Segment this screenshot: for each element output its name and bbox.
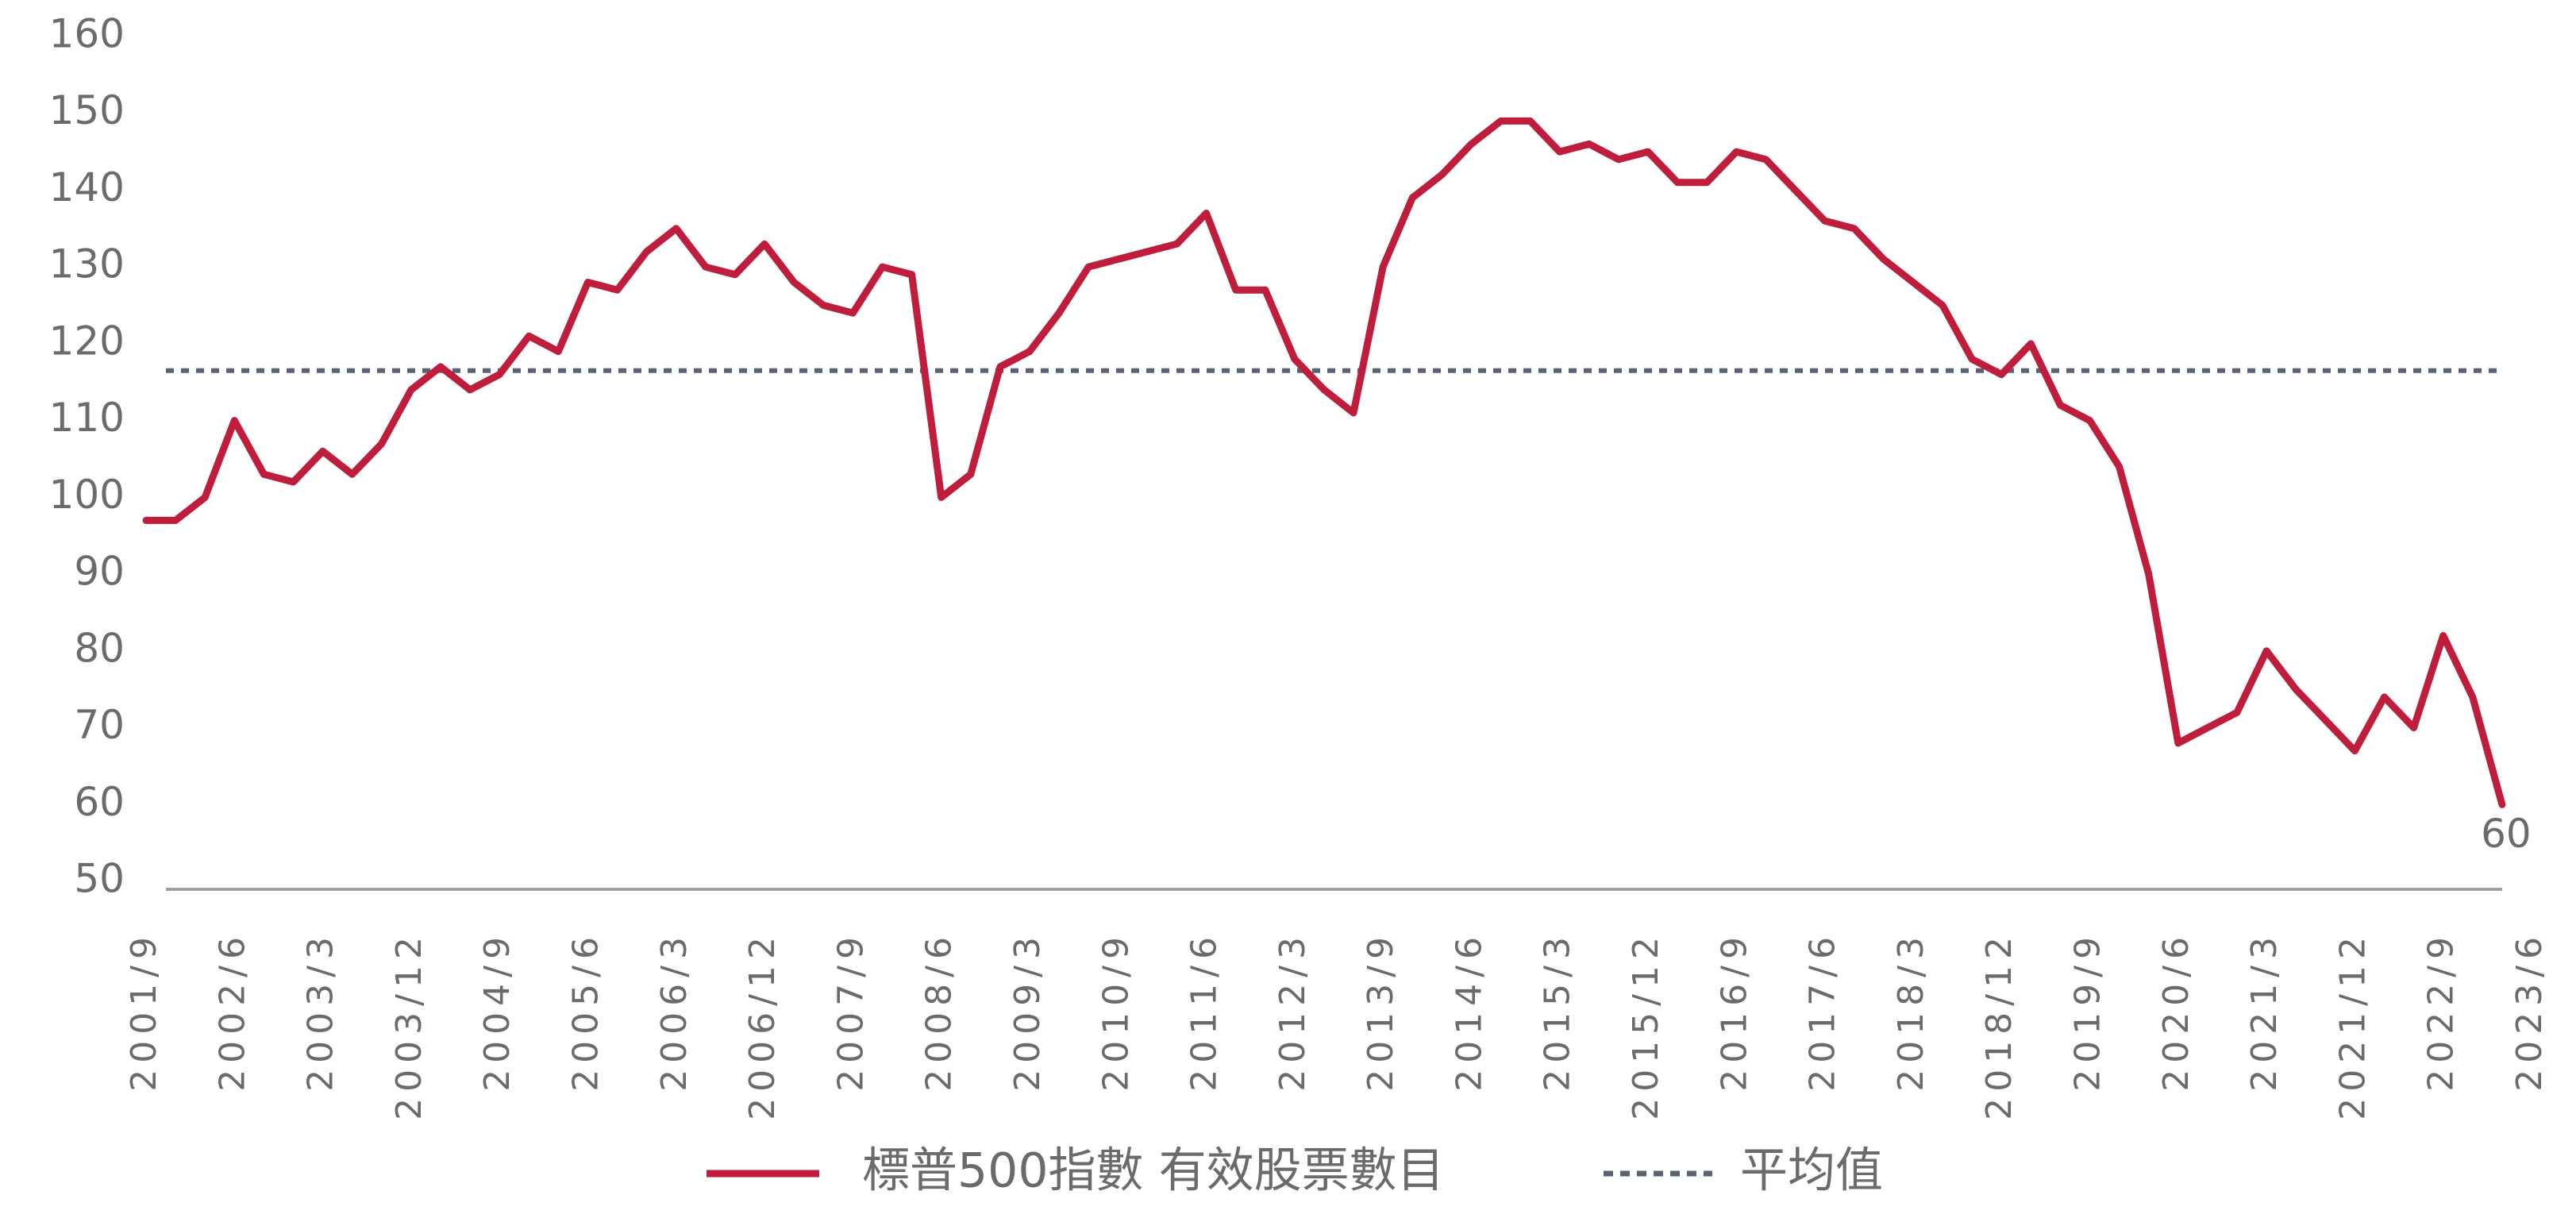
y-tick-label: 150 — [49, 87, 125, 133]
x-tick-label: 2006/12 — [742, 931, 783, 1120]
data-line — [142, 117, 2506, 808]
y-tick-label: 60 — [74, 779, 125, 825]
x-tick-label: 2013/9 — [1361, 931, 1401, 1092]
x-tick-label: 2015/12 — [1626, 931, 1666, 1120]
x-tick-label: 2005/6 — [565, 931, 606, 1092]
x-tick-label: 2001/9 — [124, 931, 164, 1092]
x-tick-label: 2009/3 — [1007, 931, 1048, 1092]
x-tick-label: 2014/6 — [1449, 931, 1489, 1092]
x-tick-label: 2020/6 — [2156, 931, 2197, 1092]
x-tick-label: 2017/6 — [1803, 931, 1843, 1092]
x-tick-label: 2004/9 — [477, 931, 518, 1092]
x-tick-label: 2012/3 — [1273, 931, 1313, 1092]
data-label: 60 — [2481, 811, 2532, 857]
x-tick-label: 2011/6 — [1184, 931, 1225, 1092]
x-tick-label: 2018/12 — [1979, 931, 2020, 1120]
x-tick-label: 2010/9 — [1095, 931, 1136, 1092]
x-tick-label: 2022/9 — [2421, 931, 2462, 1092]
x-tick-label: 2003/12 — [389, 931, 429, 1120]
x-tick-label: 2006/3 — [654, 931, 695, 1092]
x-tick-label: 2015/3 — [1538, 931, 1578, 1092]
y-tick-label: 110 — [49, 395, 125, 441]
legend: 標普500指數 有效股票數目 平均值 — [707, 1143, 1883, 1199]
x-tick-label: 2007/9 — [830, 931, 871, 1092]
y-tick-label: 90 — [74, 549, 125, 595]
y-tick-label: 130 — [49, 241, 125, 287]
x-tick-label: 2016/9 — [1714, 931, 1754, 1092]
y-tick-label: 70 — [74, 702, 125, 748]
y-tick-label: 160 — [49, 11, 125, 57]
x-tick-label: 2018/3 — [1891, 931, 1931, 1092]
y-tick-label: 140 — [49, 164, 125, 210]
legend-label: 平均值 — [1740, 1143, 1883, 1199]
x-tick-label: 2019/9 — [2068, 931, 2108, 1092]
x-tick-label: 2008/6 — [919, 931, 960, 1092]
y-tick-label: 120 — [49, 318, 125, 364]
x-tick-label: 2023/6 — [2509, 931, 2550, 1092]
x-tick-label: 2003/3 — [301, 931, 341, 1092]
y-tick-label: 100 — [49, 472, 125, 518]
x-tick-label: 2021/3 — [2244, 931, 2285, 1092]
x-tick-label: 2002/6 — [212, 931, 252, 1092]
y-tick-label: 50 — [74, 856, 125, 902]
y-tick-label: 80 — [74, 625, 125, 671]
legend-label: 標普500指數 有效股票數目 — [862, 1143, 1445, 1199]
x-tick-label: 2021/12 — [2332, 931, 2373, 1120]
